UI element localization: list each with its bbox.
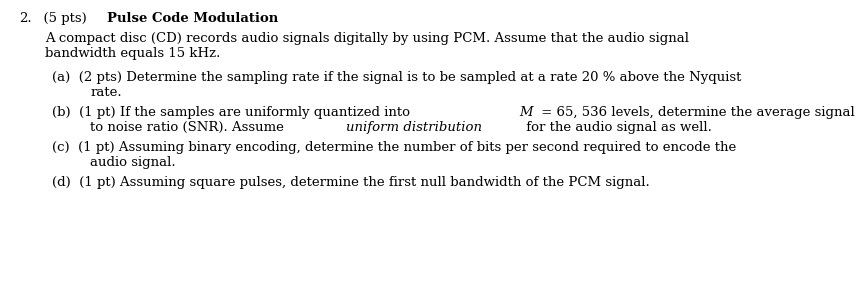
Text: = 65, 536 levels, determine the average signal: = 65, 536 levels, determine the average … [536,106,854,119]
Text: to noise ratio (SNR). Assume: to noise ratio (SNR). Assume [90,121,288,134]
Text: (c)  (1 pt) Assuming binary encoding, determine the number of bits per second re: (c) (1 pt) Assuming binary encoding, det… [52,141,736,154]
Text: audio signal.: audio signal. [90,156,176,169]
Text: uniform distribution: uniform distribution [346,121,482,134]
Text: Pulse Code Modulation: Pulse Code Modulation [108,12,279,25]
Text: bandwidth equals 15 kHz.: bandwidth equals 15 kHz. [45,47,220,60]
Text: (b)  (1 pt) If the samples are uniformly quantized into: (b) (1 pt) If the samples are uniformly … [52,106,414,119]
Text: A compact disc (CD) records audio signals digitally by using PCM. Assume that th: A compact disc (CD) records audio signal… [45,32,689,45]
Text: 2.: 2. [19,12,32,25]
Text: (d)  (1 pt) Assuming square pulses, determine the first null bandwidth of the PC: (d) (1 pt) Assuming square pulses, deter… [52,176,649,189]
Text: (5 pts): (5 pts) [35,12,91,25]
Text: for the audio signal as well.: for the audio signal as well. [522,121,711,134]
Text: rate.: rate. [90,86,122,99]
Text: M: M [519,106,533,119]
Text: (a)  (2 pts) Determine the sampling rate if the signal is to be sampled at a rat: (a) (2 pts) Determine the sampling rate … [52,71,741,84]
